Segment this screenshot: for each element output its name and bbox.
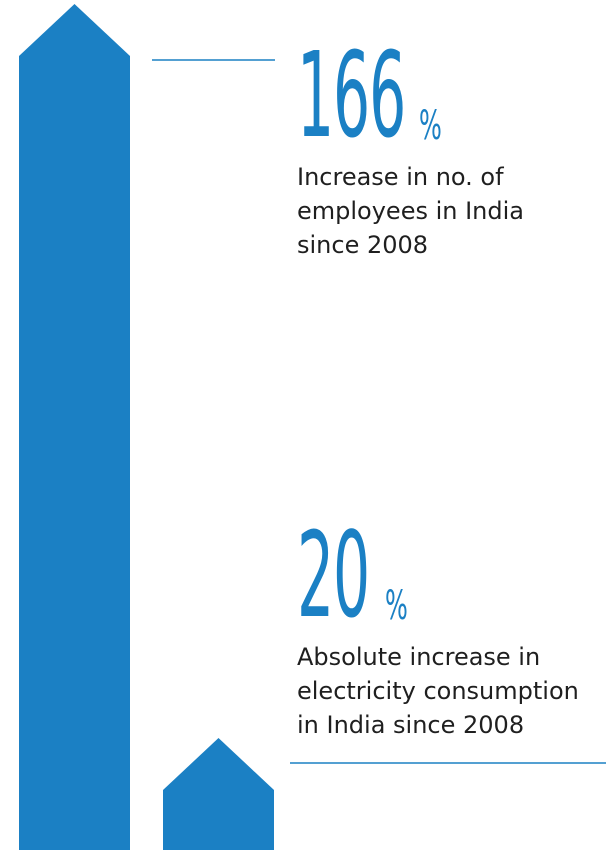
- arrow-bar-1: [19, 4, 130, 850]
- arrow-bar-2: [163, 738, 274, 850]
- stat-employees: 166 % Increase in no. of employees in In…: [297, 36, 524, 262]
- stat-employees-percent-sign: %: [419, 103, 442, 149]
- stat-employees-desc-line: employees in India: [297, 197, 525, 225]
- stat-electricity-desc-line: Absolute increase in: [297, 643, 541, 671]
- stat-electricity-description: Absolute increase in electricity consump…: [297, 640, 579, 742]
- stat-employees-desc-line: since 2008: [297, 231, 429, 259]
- stat-electricity-desc-line: electricity consumption: [297, 677, 579, 705]
- stat-electricity-number: 20: [297, 506, 370, 644]
- stat-electricity: 20 % Absolute increase in electricity co…: [297, 516, 579, 742]
- stat-employees-description: Increase in no. of employees in India si…: [297, 160, 524, 262]
- stat-electricity-desc-line: in India since 2008: [297, 711, 525, 739]
- stat-employees-desc-line: Increase in no. of: [297, 163, 504, 191]
- stat-employees-number: 166: [297, 26, 406, 164]
- stat-electricity-percent-sign: %: [385, 583, 408, 629]
- stat-electricity-value: 20 %: [297, 516, 579, 634]
- stat-employees-value: 166 %: [297, 36, 524, 154]
